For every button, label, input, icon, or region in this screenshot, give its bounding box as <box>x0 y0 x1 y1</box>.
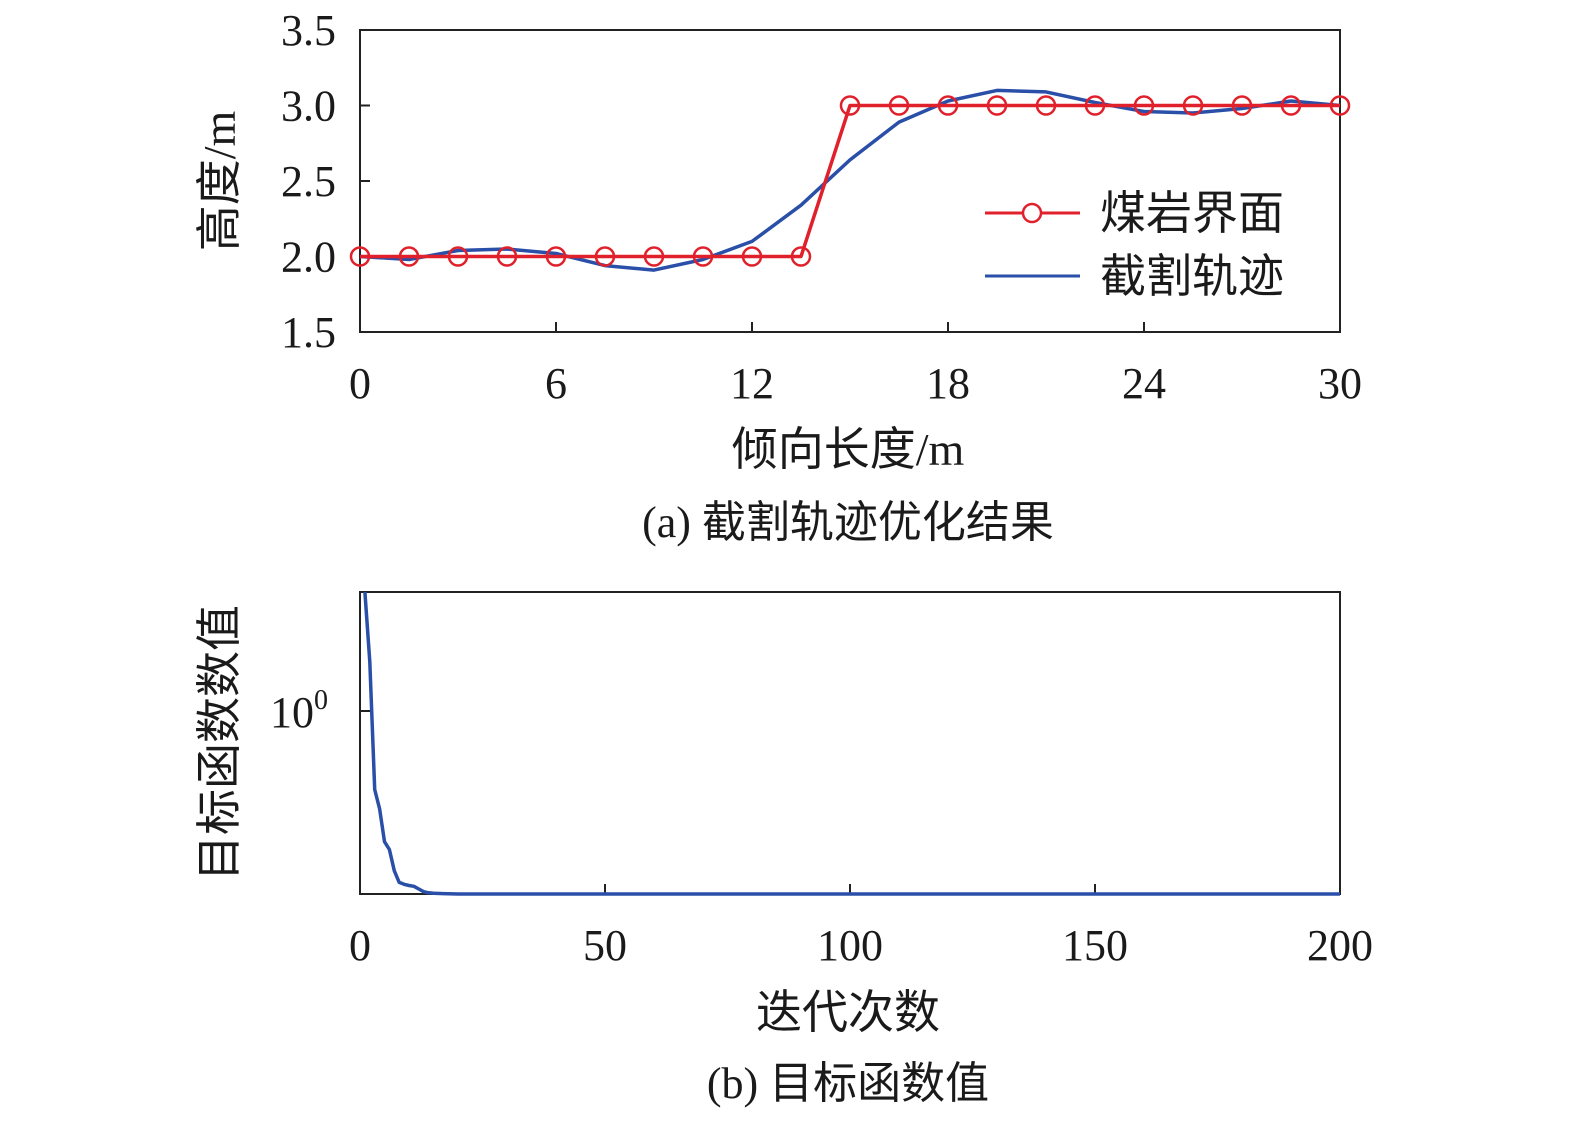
chart-a-x-tick-label: 0 <box>349 359 371 408</box>
chart-a-x-axis-label: 倾向长度/m <box>732 424 965 475</box>
series-line-trajectory <box>359 88 1341 272</box>
chart-a-x-tick-label: 18 <box>926 359 970 408</box>
chart-b-y-tick-label: 100 <box>270 685 328 737</box>
interface-point <box>839 95 861 116</box>
interface-point <box>1280 95 1302 116</box>
legend-label-interface: 煤岩界面 <box>1100 188 1284 239</box>
chart-a-x-tick-label: 6 <box>545 359 567 408</box>
legend-label-trajectory: 截割轨迹 <box>1100 251 1284 302</box>
chart-b-x-axis-label: 迭代次数 <box>756 987 940 1038</box>
chart-a-series <box>349 88 1351 272</box>
chart-a-x-tick-label: 30 <box>1318 359 1362 408</box>
chart-a-y-tick-label: 3.0 <box>281 82 336 131</box>
interface-point <box>790 246 812 267</box>
chart-b-caption: (b) 目标函数值 <box>707 1059 989 1108</box>
chart-b-x-tick-label: 200 <box>1307 921 1373 970</box>
chart-b-plot-area <box>359 591 1341 895</box>
chart-a-x-tick-label: 12 <box>730 359 774 408</box>
chart-a-axis-ticks: 0 6 12 18 24 30 1.5 2.0 2.5 3.0 3.5 <box>281 6 1362 408</box>
interface-point <box>692 246 714 267</box>
chart-a-y-tick-label: 3.5 <box>281 6 336 55</box>
chart-a-legend: 煤岩界面 截割轨迹 <box>985 188 1284 302</box>
interface-point <box>937 95 959 116</box>
interface-point <box>496 246 518 267</box>
chart-a-y-tick-label: 2.0 <box>281 233 336 282</box>
legend-marker-interface <box>1021 202 1043 224</box>
chart-b-series <box>363 591 1340 896</box>
chart-a-x-tick-label: 24 <box>1122 359 1166 408</box>
chart-b-y-axis-label: 目标函数数值 <box>194 605 245 881</box>
interface-point <box>349 246 371 267</box>
chart-b-x-tick-label: 150 <box>1062 921 1128 970</box>
interface-point <box>545 246 567 267</box>
series-line-interface <box>360 103 1340 259</box>
chart-b-x-tick-label: 0 <box>349 921 371 970</box>
series-line-objective <box>363 591 1340 896</box>
interface-point <box>643 246 665 267</box>
interface-point <box>986 95 1008 116</box>
interface-point <box>888 95 910 116</box>
chart-b-x-tick-label: 100 <box>817 921 883 970</box>
interface-point <box>398 246 420 267</box>
interface-point <box>741 246 763 267</box>
chart-b: 0 50 100 150 200 100 迭代次数 目标函数数值 (b) 目标函数值 <box>194 591 1373 1108</box>
interface-point <box>594 246 616 267</box>
chart-a-y-tick-label: 2.5 <box>281 157 336 206</box>
chart-b-x-tick-label: 50 <box>583 921 627 970</box>
chart-a-y-axis-label: 高度/m <box>194 111 245 252</box>
interface-point <box>1329 95 1351 116</box>
chart-b-axis-ticks: 0 50 100 150 200 100 <box>270 685 1373 970</box>
chart-a-y-tick-label: 1.5 <box>281 308 336 357</box>
interface-point <box>1133 95 1155 116</box>
interface-point <box>1182 95 1204 116</box>
interface-point <box>1084 95 1106 116</box>
interface-point <box>1231 95 1253 116</box>
interface-point <box>447 246 469 267</box>
chart-a-caption: (a) 截割轨迹优化结果 <box>642 498 1054 547</box>
interface-point <box>1035 95 1057 116</box>
chart-a: 0 6 12 18 24 30 1.5 2.0 2.5 3.0 3.5 煤岩界面 截割轨迹 倾向长度… <box>194 6 1362 547</box>
